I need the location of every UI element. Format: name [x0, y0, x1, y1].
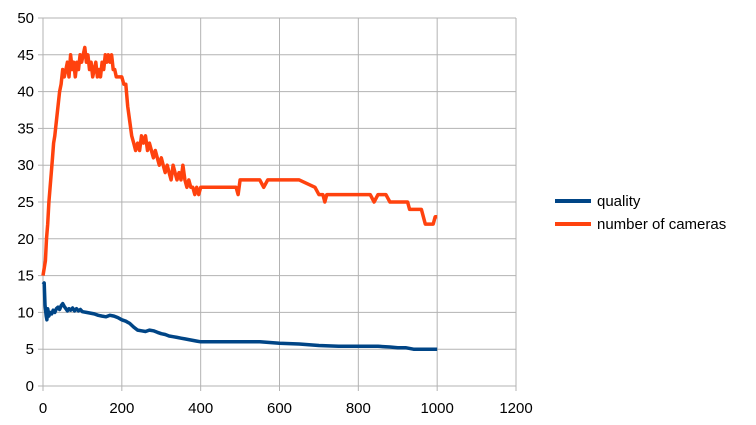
y-tick-label: 0: [26, 378, 34, 395]
legend-label: quality: [597, 193, 641, 210]
series-line-number-of-cameras: [41, 45, 438, 276]
y-tick-label: 30: [17, 157, 34, 174]
x-tick-label: 600: [267, 400, 292, 417]
y-tick-label: 20: [17, 231, 34, 248]
y-tick-label: 45: [17, 47, 34, 64]
y-tick-label: 25: [17, 194, 34, 211]
y-tick-label: 15: [17, 268, 34, 285]
y-tick-labels: 0 5 10 15 20 25 30 35 40 45 50: [17, 10, 34, 395]
y-tick-label: 50: [17, 10, 34, 27]
x-tick-label: 1000: [420, 400, 453, 417]
x-tick-label: 0: [39, 400, 47, 417]
x-tick-labels: 0 200 400 600 800 1000 1200: [39, 400, 533, 417]
x-tick-label: 400: [188, 400, 213, 417]
axes: [38, 17, 517, 391]
x-tick-label: 800: [346, 400, 371, 417]
x-tick-label: 1200: [499, 400, 532, 417]
grid-lines: [42, 17, 517, 387]
series-lines: [41, 45, 438, 351]
legend: quality number of cameras: [555, 193, 726, 233]
y-tick-label: 40: [17, 84, 34, 101]
y-tick-label: 35: [17, 120, 34, 137]
series-line-quality: [41, 281, 438, 351]
x-tick-label: 200: [109, 400, 134, 417]
y-tick-label: 10: [17, 304, 34, 321]
legend-label: number of cameras: [597, 216, 726, 233]
y-tick-label: 5: [26, 341, 34, 358]
